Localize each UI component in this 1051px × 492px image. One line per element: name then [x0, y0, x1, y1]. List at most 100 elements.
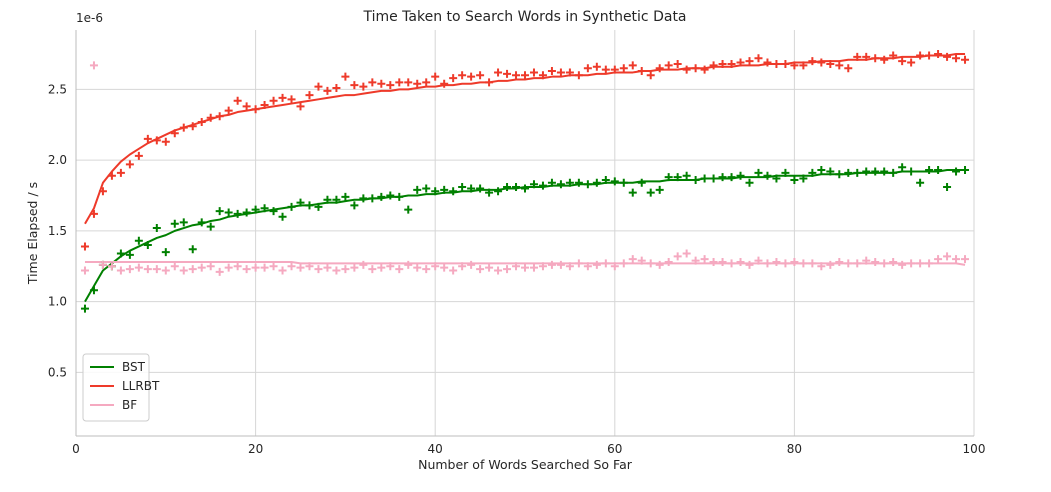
data-point-bst: [898, 163, 907, 172]
data-point-llrbt: [781, 59, 790, 68]
data-point-bst: [350, 201, 359, 210]
data-point-bf: [574, 259, 583, 268]
data-point-bf: [691, 256, 700, 265]
data-point-bst: [251, 205, 260, 214]
data-point-bf: [781, 259, 790, 268]
data-point-llrbt: [889, 51, 898, 60]
data-point-bf: [116, 266, 125, 275]
data-point-bf: [826, 260, 835, 269]
data-point-llrbt: [98, 187, 107, 196]
data-point-bst: [215, 207, 224, 216]
data-point-llrbt: [628, 61, 637, 70]
data-point-bf: [709, 258, 718, 266]
data-point-bst: [853, 168, 862, 177]
data-point-llrbt: [925, 51, 934, 60]
data-point-llrbt: [691, 64, 700, 73]
data-point-bst: [880, 167, 889, 176]
data-point-bf: [170, 262, 179, 271]
data-point-bst: [206, 222, 215, 231]
data-point-bst: [529, 180, 538, 189]
data-point-bst: [781, 168, 790, 177]
data-point-bst: [449, 187, 458, 196]
data-point-bf: [134, 263, 143, 272]
data-point-llrbt: [727, 59, 736, 68]
data-point-llrbt: [610, 65, 619, 74]
x-tick-label: 20: [248, 442, 263, 456]
data-point-llrbt: [637, 67, 646, 76]
data-point-llrbt: [107, 171, 116, 180]
legend-label-bf: BF: [122, 398, 137, 412]
data-point-bf: [485, 263, 494, 272]
data-point-bf: [269, 262, 278, 271]
data-point-bst: [170, 219, 179, 228]
grid: [76, 30, 975, 436]
data-point-bf: [197, 263, 206, 272]
data-point-bst: [305, 201, 314, 210]
data-point-llrbt: [601, 65, 610, 74]
data-point-llrbt: [592, 62, 601, 71]
data-point-llrbt: [386, 81, 395, 90]
data-point-llrbt: [529, 68, 538, 77]
data-point-llrbt: [413, 79, 422, 88]
data-point-llrbt: [871, 54, 880, 63]
data-point-llrbt: [89, 209, 98, 218]
data-point-bf: [404, 260, 413, 269]
data-point-llrbt: [305, 91, 314, 100]
data-point-bf: [350, 263, 359, 272]
data-point-bf: [125, 265, 134, 274]
data-point-bst: [341, 192, 350, 201]
data-point-llrbt: [862, 52, 871, 61]
data-point-llrbt: [745, 57, 754, 66]
data-point-bf: [727, 259, 736, 268]
data-point-bst: [763, 171, 772, 180]
data-point-llrbt: [512, 71, 521, 80]
data-point-bf: [547, 260, 556, 269]
data-point-bst: [179, 218, 188, 227]
data-point-bf: [817, 262, 826, 271]
data-point-bf: [179, 266, 188, 275]
data-point-bf: [143, 265, 152, 274]
data-point-llrbt: [395, 78, 404, 87]
data-point-bst: [682, 171, 691, 180]
data-point-bst: [646, 188, 655, 197]
data-point-bst: [826, 167, 835, 176]
y-tick-label: 0.5: [48, 365, 67, 379]
data-point-bst: [143, 241, 152, 250]
data-point-llrbt: [449, 74, 458, 83]
data-point-llrbt: [134, 151, 143, 160]
data-point-llrbt: [808, 57, 817, 66]
data-point-bf: [521, 263, 529, 272]
data-point-bst: [233, 209, 242, 218]
data-point-bst: [116, 249, 125, 258]
data-point-bst: [431, 187, 440, 196]
data-point-bf: [278, 266, 287, 275]
axes: [75, 30, 974, 437]
data-point-llrbt: [485, 78, 494, 87]
data-point-bst: [332, 195, 341, 204]
data-point-bf: [467, 260, 476, 269]
data-point-bf: [314, 265, 323, 274]
y-tick-label: 2.5: [48, 82, 67, 96]
data-point-bst: [323, 195, 332, 204]
data-point-llrbt: [323, 86, 332, 95]
data-point-bst: [404, 205, 413, 214]
data-point-bst: [700, 174, 709, 183]
data-point-bst: [89, 286, 98, 295]
x-tick-label: 0: [72, 442, 80, 456]
data-point-llrbt: [736, 58, 745, 67]
data-point-bf: [592, 260, 601, 269]
data-point-llrbt: [359, 82, 368, 91]
data-point-llrbt: [718, 59, 727, 68]
data-point-llrbt: [934, 50, 943, 59]
data-point-llrbt: [494, 68, 503, 77]
data-point-llrbt: [826, 59, 835, 68]
data-point-bst: [907, 167, 916, 176]
data-point-llrbt: [467, 72, 476, 81]
data-point-bst: [547, 178, 556, 187]
data-point-bf: [835, 258, 844, 266]
data-point-bst: [601, 175, 610, 184]
data-point-bst: [368, 194, 377, 203]
data-point-bst: [440, 185, 449, 194]
data-point-bst: [413, 185, 422, 194]
